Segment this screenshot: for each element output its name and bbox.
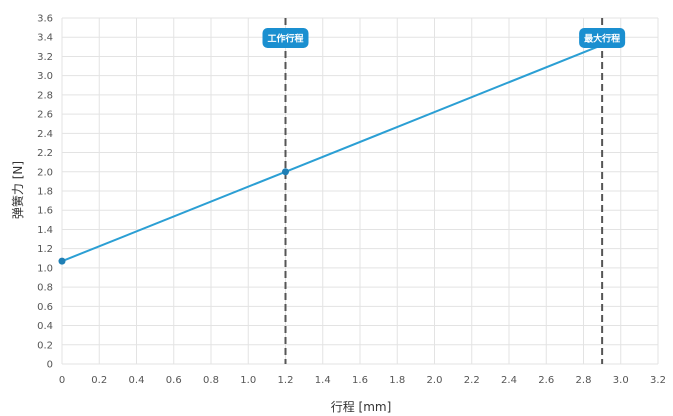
y-tick-label: 3.2 [37, 52, 53, 63]
x-tick-label: 0 [59, 375, 65, 386]
y-tick-label: 2.0 [37, 167, 53, 178]
y-tick-label: 2.8 [37, 90, 53, 101]
data-point [282, 168, 289, 176]
y-tick-label: 0.8 [37, 283, 53, 294]
y-tick-label: 2.6 [37, 110, 53, 121]
x-tick-label: 2.4 [501, 375, 517, 386]
y-tick-label: 0.2 [37, 340, 53, 351]
y-tick-label: 0 [47, 360, 53, 371]
x-tick-label: 0.8 [203, 375, 219, 386]
reference-line-callout [262, 28, 309, 48]
y-tick-label: 1.8 [37, 187, 53, 198]
y-tick-label: 2.4 [37, 129, 53, 140]
y-tick-label: 0.4 [37, 321, 53, 332]
reference-line-label: 工作行程 [267, 33, 303, 45]
y-tick-label: 1.2 [37, 244, 53, 255]
x-tick-label: 0.6 [166, 375, 182, 386]
x-tick-label: 1.4 [315, 375, 331, 386]
y-tick-label: 1.0 [37, 263, 53, 274]
y-tick-label: 2.2 [37, 148, 53, 159]
reference-line-layer [284, 18, 604, 364]
y-tick-label: 3.4 [37, 33, 53, 44]
x-axis-title: 行程 [mm] [331, 399, 392, 414]
x-tick-label: 2.6 [538, 375, 554, 386]
x-tick-label: 2.8 [576, 375, 592, 386]
y-tick-label: 0.6 [37, 302, 53, 313]
x-tick-label: 1.2 [278, 375, 294, 386]
x-tick-label: 3.0 [613, 375, 629, 386]
x-tick-label: 2.0 [427, 375, 443, 386]
series-layer [58, 43, 603, 265]
x-tick-label: 1.6 [352, 375, 368, 386]
y-tick-label: 1.4 [37, 225, 53, 236]
callout-layer: 工作行程 最大行程 [262, 28, 626, 48]
y-axis-title: 弹簧力 [N] [10, 161, 25, 219]
x-tick-label: 1.8 [389, 375, 405, 386]
x-tick-label: 2.2 [464, 375, 480, 386]
reference-line-label: 最大行程 [584, 33, 620, 45]
y-tick-label: 3.6 [37, 14, 53, 25]
reference-line-callout [579, 28, 626, 48]
y-tick-label: 3.0 [37, 71, 53, 82]
grid-layer [61, 17, 659, 365]
data-point [58, 257, 66, 265]
x-tick-label: 1.0 [240, 375, 256, 386]
x-tick-label: 0.4 [129, 375, 145, 386]
y-tick-label: 1.6 [37, 206, 53, 217]
x-tick-label: 3.2 [650, 375, 666, 386]
tick-label-layer: 0 0.2 0.4 0.6 0.8 1.0 1.2 1.4 1.6 1.8 2.0 2.2 2.4 2.6… [37, 14, 666, 387]
x-tick-label: 0.2 [91, 375, 107, 386]
